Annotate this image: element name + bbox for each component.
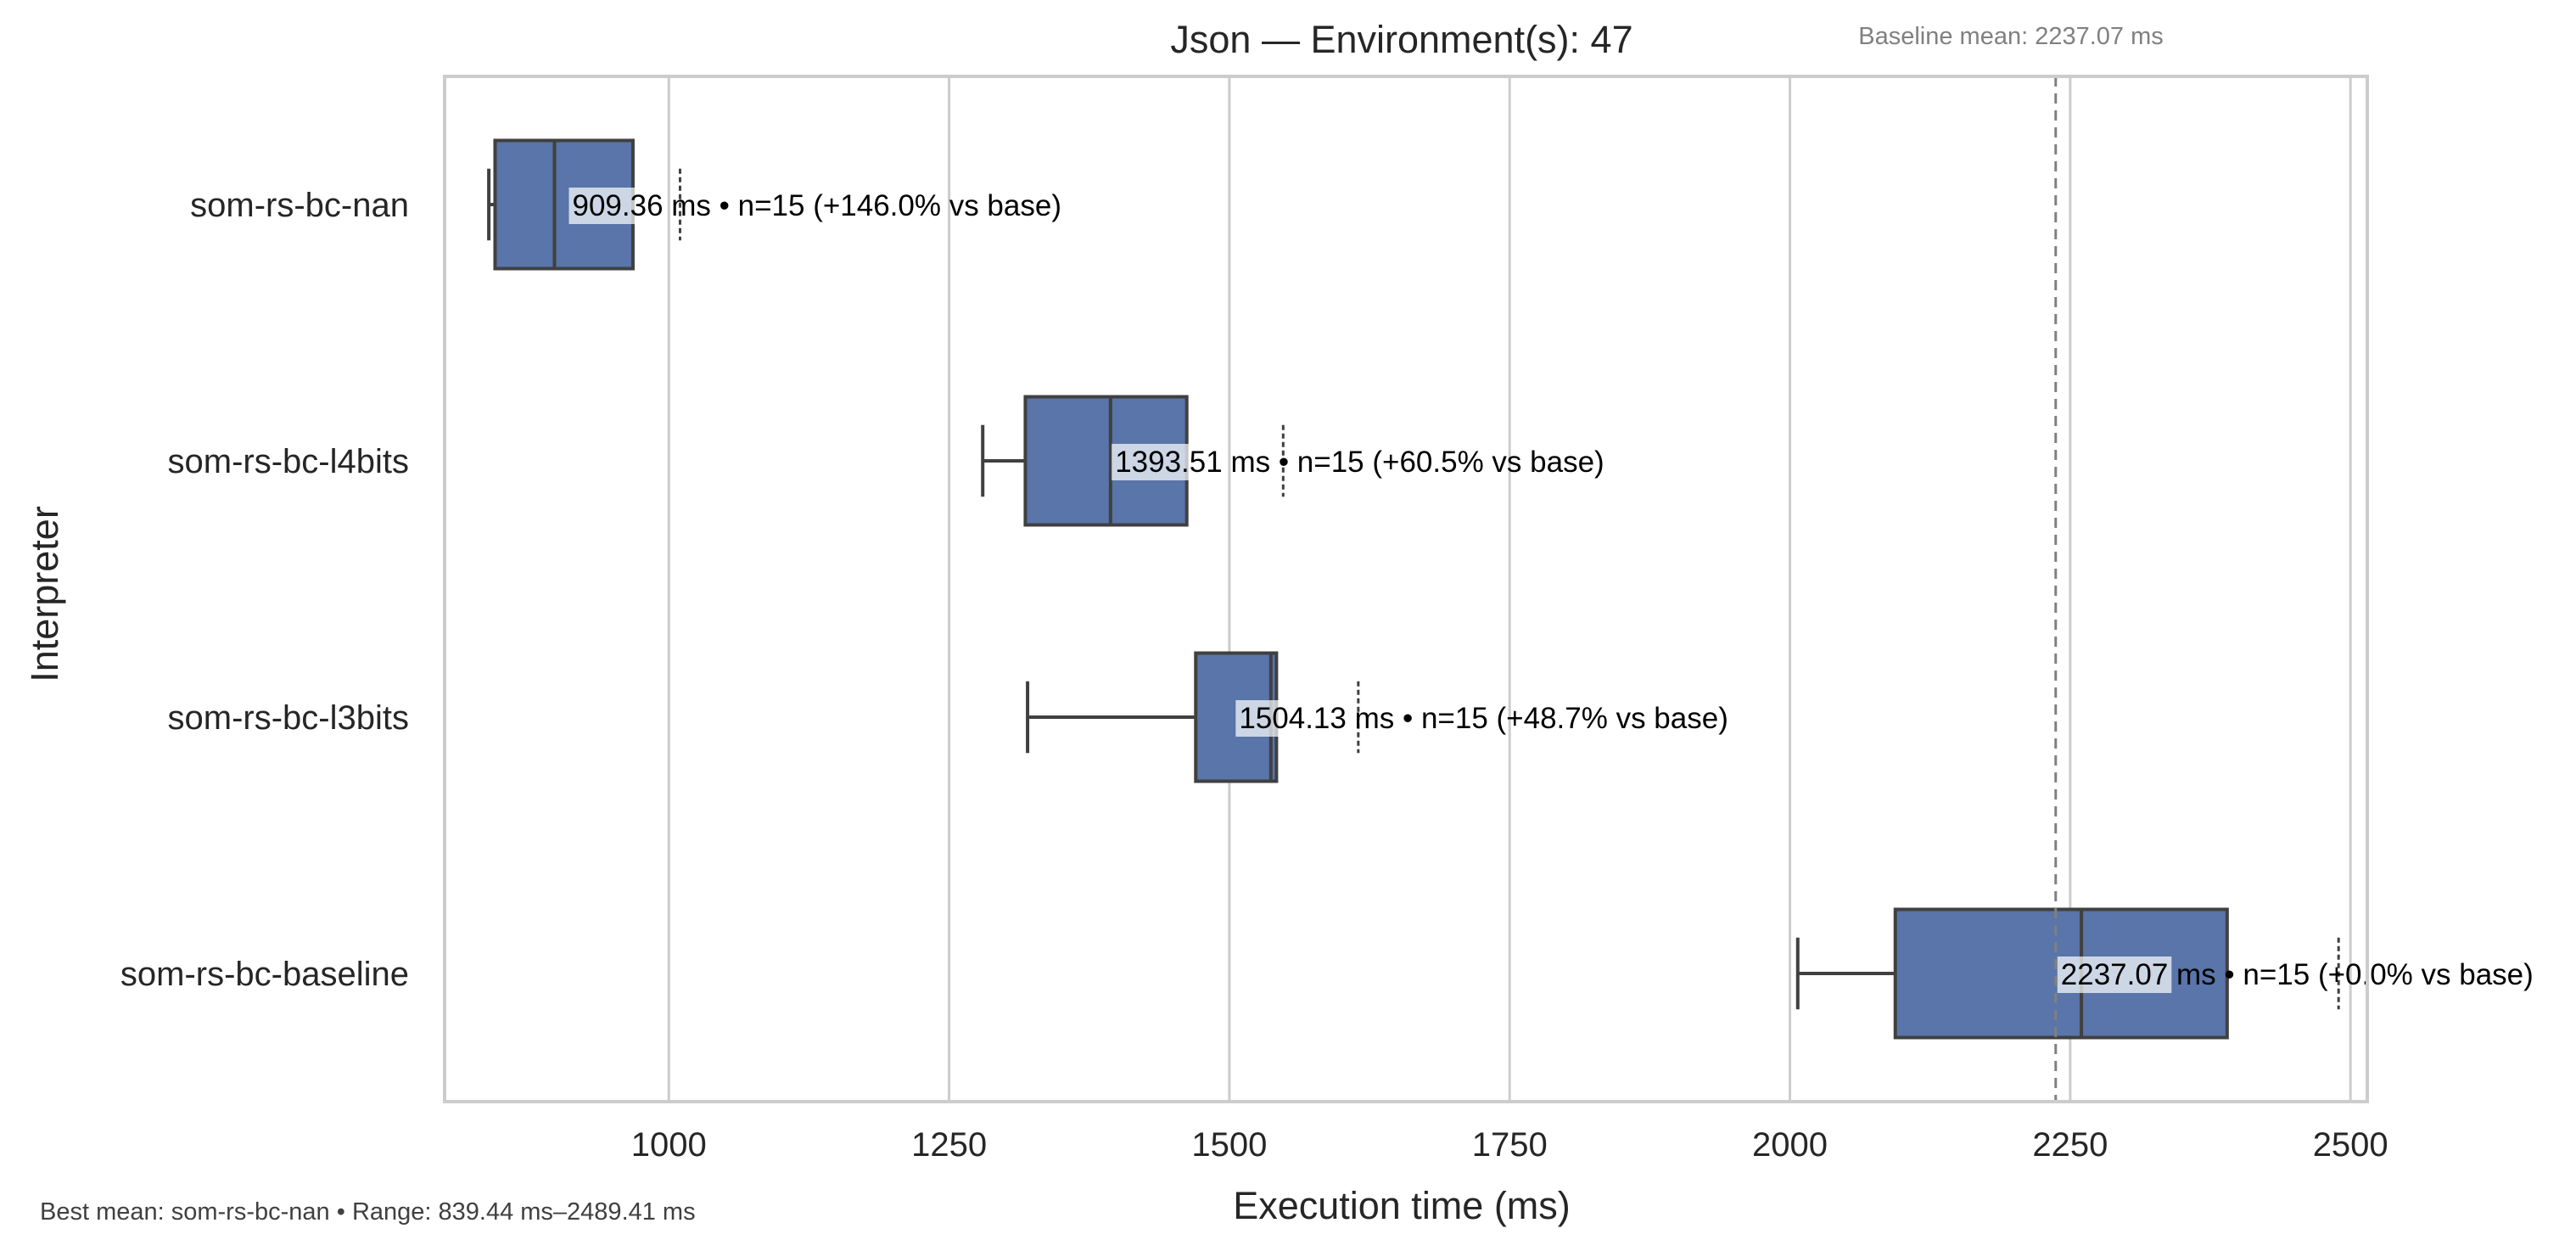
x-tick-label: 2500 (2313, 1126, 2388, 1164)
data-label-background (2057, 956, 2172, 993)
x-axis-label: Execution time (ms) (1233, 1184, 1571, 1227)
data-label: 1393.51 ms • n=15 (+60.5% vs base) (1115, 446, 1604, 479)
box-iqr (1893, 907, 2229, 1040)
x-tick-labels: 1000 1250 1500 1750 2000 2250 2500 (631, 1126, 2388, 1164)
annotations-layer: 909.36 ms • n=15 (+146.0% vs base) 1393.5… (568, 188, 2534, 993)
footer-summary: Best mean: som-rs-bc-nan • Range: 839.44… (40, 1198, 696, 1226)
y-tick-labels: som-rs-bc-nan som-rs-bc-l4bits som-rs-bc-l… (120, 187, 409, 993)
data-label-mean: 1504.13 (1239, 702, 1347, 735)
x-tick-label: 1500 (1191, 1126, 1267, 1164)
box-group (1795, 907, 2340, 1040)
x-tick-label: 2000 (1752, 1126, 1828, 1164)
data-label-background (568, 188, 667, 224)
data-label-detail: ms • n=15 (+48.7% vs base) (1347, 702, 1728, 735)
baseline-mean-label: Baseline mean: 2237.07 ms (1858, 23, 2164, 50)
data-label-detail: ms • n=15 (+0.0% vs base) (2168, 958, 2534, 991)
data-label: 909.36 ms • n=15 (+146.0% vs base) (572, 189, 1061, 222)
x-tick-label: 2250 (2032, 1126, 2108, 1164)
chart-title: Json — Environment(s): 47 (1170, 18, 1632, 61)
plot-frame (443, 75, 2369, 1103)
x-tick-label: 1250 (911, 1126, 987, 1164)
x-tick-label: 1000 (631, 1126, 707, 1164)
y-tick-label: som-rs-bc-l4bits (168, 443, 409, 480)
x-tick-label: 1750 (1472, 1126, 1548, 1164)
y-axis-label: Interpreter (23, 506, 66, 682)
data-label-background (1235, 700, 1350, 737)
data-label-detail: ms • n=15 (+60.5% vs base) (1223, 446, 1604, 479)
data-label-background (1112, 444, 1226, 480)
data-label-mean: 2237.07 (2061, 958, 2169, 991)
data-label: 1504.13 ms • n=15 (+48.7% vs base) (1239, 702, 1728, 735)
y-tick-label: som-rs-bc-baseline (120, 956, 409, 993)
y-tick-label: som-rs-bc-l3bits (168, 699, 409, 737)
y-tick-label: som-rs-bc-nan (190, 187, 409, 224)
data-label-mean: 1393.51 (1115, 446, 1223, 479)
data-label-mean: 909.36 (572, 189, 663, 222)
data-label: 2237.07 ms • n=15 (+0.0% vs base) (2061, 958, 2534, 991)
data-label-detail: ms • n=15 (+146.0% vs base) (664, 189, 1061, 222)
